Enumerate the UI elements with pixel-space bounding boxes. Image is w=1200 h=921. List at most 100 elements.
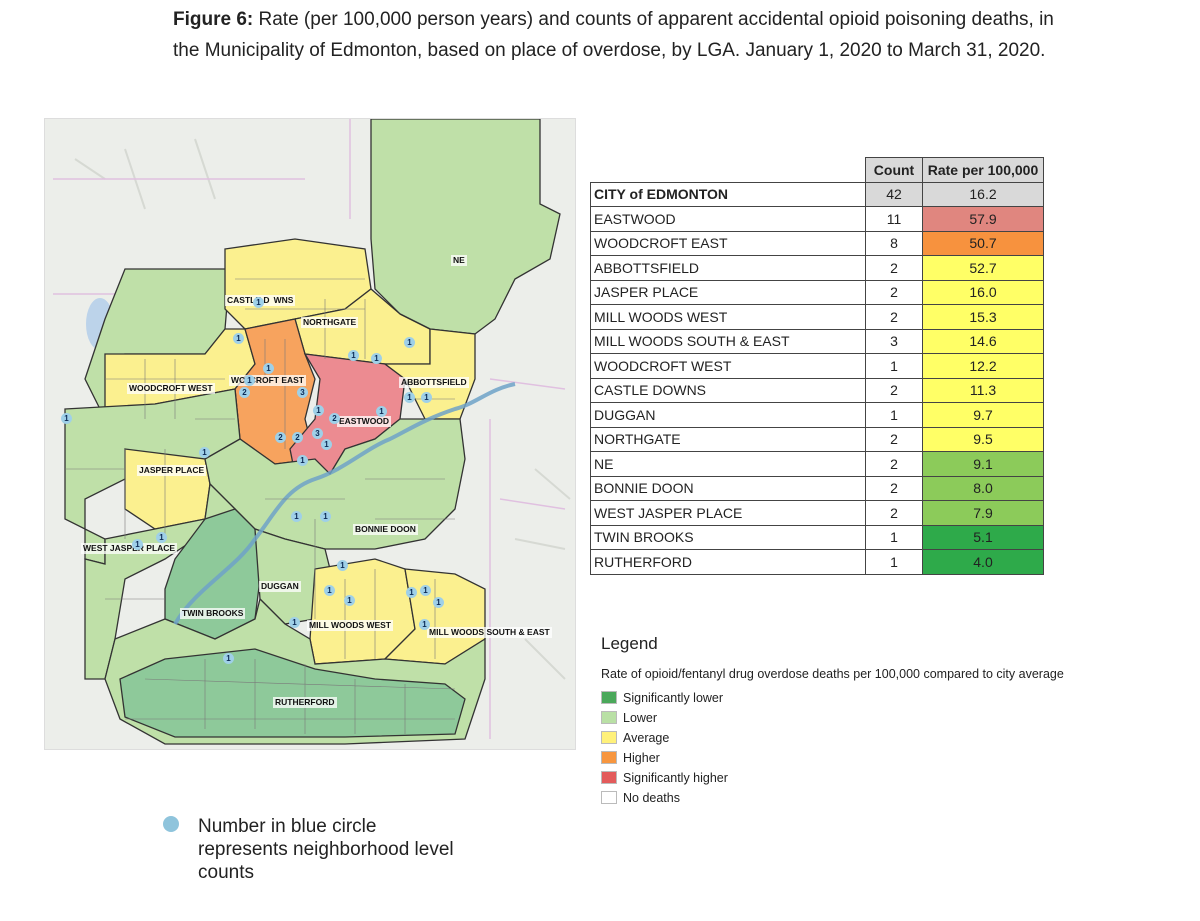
label-northgate: NORTHGATE — [301, 317, 359, 328]
row-lga-name: CITY of EDMONTON — [590, 181, 866, 207]
legend-swatch — [601, 691, 617, 704]
legend-label: No deaths — [623, 791, 680, 805]
table-row: WEST JASPER PLACE 2 7.9 — [590, 500, 1044, 526]
table-header-blank — [590, 157, 866, 182]
row-lga-name: NE — [590, 451, 866, 477]
count-circle: 1 — [244, 375, 255, 386]
legend-item: Lower — [601, 710, 657, 726]
row-lga-name: MILL WOODS WEST — [590, 304, 866, 330]
count-circle: 1 — [344, 595, 355, 606]
row-rate: 52.7 — [922, 255, 1044, 281]
count-circle: 2 — [275, 432, 286, 443]
count-circle: 1 — [321, 439, 332, 450]
row-count: 2 — [865, 426, 923, 452]
row-lga-name: ABBOTTSFIELD — [590, 255, 866, 281]
table-row: NORTHGATE 2 9.5 — [590, 426, 1044, 452]
table-row: MILL WOODS SOUTH & EAST 3 14.6 — [590, 328, 1044, 354]
label-rutherford: RUTHERFORD — [273, 697, 337, 708]
row-lga-name: DUGGAN — [590, 402, 866, 428]
table-row: EASTWOOD 11 57.9 — [590, 206, 1044, 232]
count-circle: 1 — [291, 511, 302, 522]
row-count: 2 — [865, 475, 923, 501]
row-count: 2 — [865, 500, 923, 526]
row-lga-name: MILL WOODS SOUTH & EAST — [590, 328, 866, 354]
row-lga-name: EASTWOOD — [590, 206, 866, 232]
label-mill-woods-south-east: MILL WOODS SOUTH & EAST — [427, 627, 552, 638]
row-lga-name: NORTHGATE — [590, 426, 866, 452]
table-row: CITY of EDMONTON 42 16.2 — [590, 181, 1044, 207]
row-lga-name: WOODCROFT WEST — [590, 353, 866, 379]
legend-swatch — [601, 711, 617, 724]
table-header-row: Count Rate per 100,000 — [590, 157, 1044, 183]
row-count: 2 — [865, 451, 923, 477]
table-header-rate: Rate per 100,000 — [922, 157, 1044, 183]
legend-swatch — [601, 791, 617, 804]
count-circle: 1 — [199, 447, 210, 458]
row-rate: 57.9 — [922, 206, 1044, 232]
label-woodcroft-west: WOODCROFT WEST — [127, 383, 215, 394]
count-circle: 1 — [61, 413, 72, 424]
figure-label: Figure 6: — [173, 9, 254, 30]
legend-label: Significantly higher — [623, 771, 728, 785]
count-circle: 1 — [406, 587, 417, 598]
legend-swatch — [601, 731, 617, 744]
row-rate: 16.0 — [922, 279, 1044, 305]
count-circle: 1 — [324, 585, 335, 596]
row-lga-name: WOODCROFT EAST — [590, 230, 866, 256]
count-circle: 1 — [253, 297, 264, 308]
label-bonnie-doon: BONNIE DOON — [353, 524, 418, 535]
zone-ne — [370, 119, 561, 335]
count-circle: 1 — [297, 455, 308, 466]
blue-circle-icon — [163, 816, 179, 832]
label-west-jasper-place: WEST JASPER PLACE — [81, 543, 178, 554]
row-count: 2 — [865, 255, 923, 281]
row-count: 2 — [865, 304, 923, 330]
row-count: 11 — [865, 206, 923, 232]
lga-rate-table: Count Rate per 100,000 CITY of EDMONTON 4… — [590, 157, 1044, 575]
background-highways — [53, 119, 566, 739]
row-rate: 14.6 — [922, 328, 1044, 354]
legend-label: Average — [623, 731, 670, 745]
legend-item: Average — [601, 730, 669, 746]
count-circle: 1 — [420, 585, 431, 596]
count-circle: 1 — [404, 337, 415, 348]
row-rate: 7.9 — [922, 500, 1044, 526]
table-row: TWIN BROOKS 1 5.1 — [590, 524, 1044, 550]
table-body: CITY of EDMONTON 42 16.2 EASTWOOD 11 57.9 WOOD… — [590, 181, 1044, 575]
row-lga-name: BONNIE DOON — [590, 475, 866, 501]
count-circle: 1 — [263, 363, 274, 374]
row-count: 2 — [865, 279, 923, 305]
row-rate: 4.0 — [922, 549, 1044, 575]
row-rate: 11.3 — [922, 377, 1044, 403]
zone-jasper-place — [124, 448, 211, 530]
table-header-count: Count — [865, 157, 923, 183]
label-mill-woods-west: MILL WOODS WEST — [307, 620, 394, 631]
legend-swatch — [601, 771, 617, 784]
legend-subtitle: Rate of opioid/fentanyl drug overdose de… — [601, 667, 1064, 681]
count-circle: 1 — [320, 511, 331, 522]
label-woodcroft-east: WO CROFT EAST — [229, 375, 307, 386]
map-drawing — [45, 119, 575, 749]
legend-item: Significantly lower — [601, 690, 723, 706]
row-rate: 9.7 — [922, 402, 1044, 428]
count-circle: 1 — [419, 619, 430, 630]
row-count: 8 — [865, 230, 923, 256]
label-ne: NE — [451, 255, 467, 266]
count-circle: 1 — [371, 353, 382, 364]
label-twin-brooks: TWIN BROOKS — [180, 608, 246, 619]
count-circle: 1 — [156, 532, 167, 543]
row-count: 42 — [865, 181, 923, 207]
table-row: RUTHERFORD 1 4.0 — [590, 549, 1044, 575]
label-abbottsfield: ABBOTTSFIELD — [399, 377, 469, 388]
table-row: WOODCROFT WEST 1 12.2 — [590, 353, 1044, 379]
row-count: 1 — [865, 402, 923, 428]
legend-item: No deaths — [601, 790, 680, 806]
row-count: 1 — [865, 524, 923, 550]
table-row: NE 2 9.1 — [590, 451, 1044, 477]
row-rate: 12.2 — [922, 353, 1044, 379]
row-count: 3 — [865, 328, 923, 354]
count-circle: 1 — [433, 597, 444, 608]
count-circle: 3 — [297, 387, 308, 398]
count-circle: 3 — [312, 428, 323, 439]
map-note: Number in blue circle represents neighbo… — [198, 816, 454, 883]
